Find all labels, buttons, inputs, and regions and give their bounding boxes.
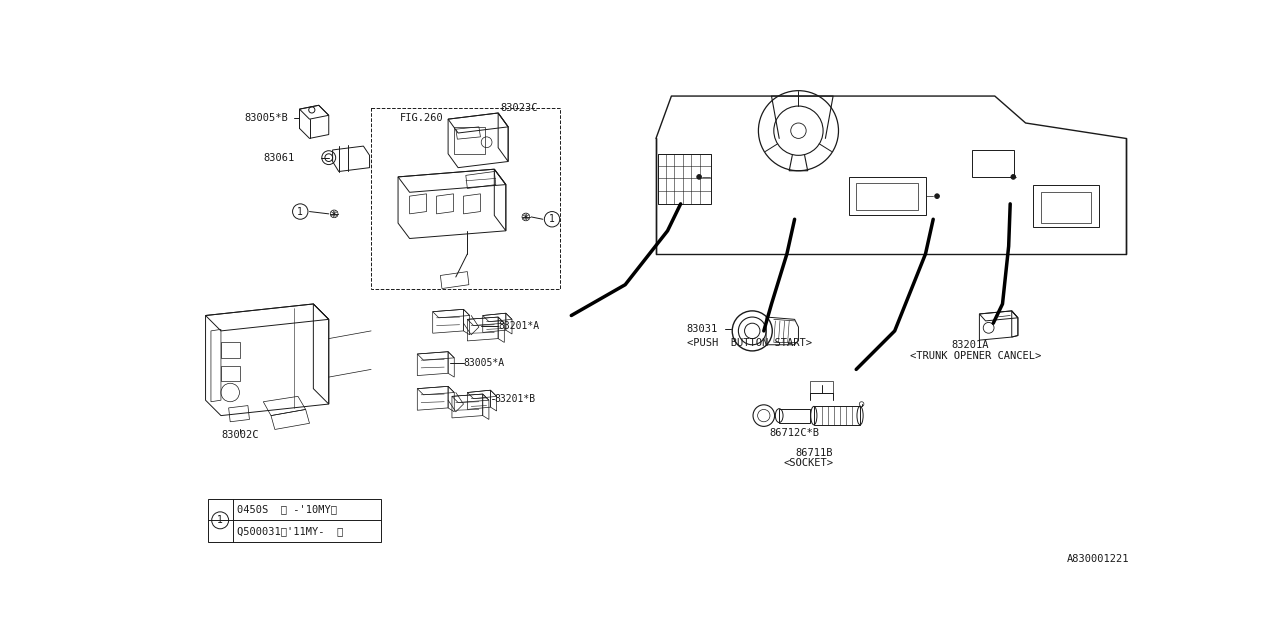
Text: 0450S  〈 -'10MY〉: 0450S 〈 -'10MY〉 (237, 504, 337, 515)
Text: 83002C: 83002C (221, 430, 259, 440)
Bar (221, 365, 241, 381)
Circle shape (934, 194, 940, 198)
Text: 83061: 83061 (264, 154, 294, 163)
Text: <SOCKET>: <SOCKET> (783, 458, 833, 468)
Text: 83201*A: 83201*A (498, 321, 539, 330)
Text: 86712C*B: 86712C*B (769, 428, 819, 438)
Text: Q500031〈'11MY-  〉: Q500031〈'11MY- 〉 (237, 526, 343, 536)
Bar (972, 150, 1014, 177)
Text: 83005*B: 83005*B (244, 113, 288, 124)
Bar (1041, 192, 1091, 223)
Text: A830001221: A830001221 (1068, 554, 1129, 564)
Bar (849, 177, 925, 216)
Text: FIG.260: FIG.260 (399, 113, 443, 124)
Text: 83031: 83031 (687, 324, 718, 333)
Bar (1033, 184, 1098, 227)
Text: <TRUNK OPENER CANCEL>: <TRUNK OPENER CANCEL> (910, 351, 1042, 362)
Bar (221, 342, 241, 358)
Text: 83023C: 83023C (500, 102, 538, 113)
Text: <PUSH  BUTTON START>: <PUSH BUTTON START> (687, 338, 812, 348)
Text: 86711B: 86711B (795, 447, 832, 458)
Circle shape (1011, 175, 1015, 179)
Text: 1: 1 (549, 214, 556, 224)
Bar (856, 183, 918, 210)
Circle shape (696, 175, 701, 179)
Bar (371, 108, 559, 289)
Bar (658, 154, 712, 204)
Text: 83201*B: 83201*B (494, 394, 535, 404)
Text: 83005*A: 83005*A (463, 358, 504, 368)
Text: 83201A: 83201A (951, 340, 989, 349)
Text: 1: 1 (218, 515, 223, 525)
Text: 1: 1 (297, 207, 303, 216)
Bar (454, 127, 485, 154)
Bar (207, 499, 381, 542)
Bar (810, 381, 833, 392)
